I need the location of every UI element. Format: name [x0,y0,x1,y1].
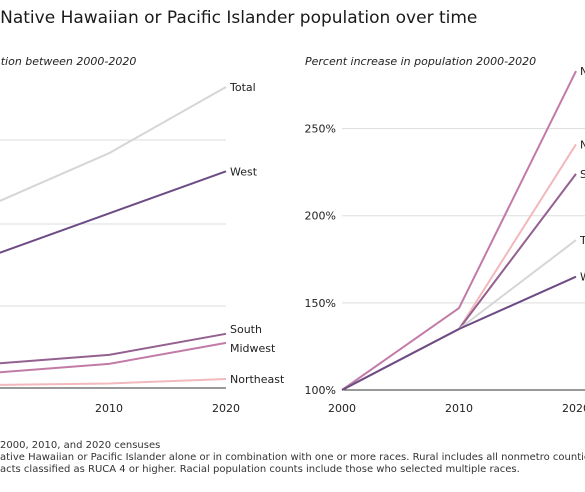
footnote: 2000, 2010, and 2020 censuses ative Hawa… [0,440,585,476]
chart-2-series-line-total [341,239,577,391]
chart-1-title: ation between 2000-2020 [0,55,136,68]
chart-1-series-line-midwest [0,341,227,374]
chart-2-xtick-label: 2010 [445,402,473,415]
chart-2-ytick-label: 250% [305,123,336,136]
chart-1-series-line-total [0,86,227,202]
chart-1-series-line-northeast [0,378,227,386]
chart-2-series-label-south: S [580,168,585,181]
chart-1-series-label-northeast: Northeast [230,373,285,386]
chart-2-series-line-south [341,173,577,391]
chart-2-xtick-label: 2020 [562,402,585,415]
chart-2-ytick-label: 150% [305,297,336,310]
chart-2-ytick-label: 100% [305,384,336,397]
chart-1-series-label-midwest: Midwest [230,342,276,355]
chart-1-series-line-west [0,170,227,254]
chart-2-series-line-west [341,275,577,391]
chart-2-xtick-label: 2000 [328,402,356,415]
chart-2-title: Percent increase in population 2000-2020 [305,55,536,68]
chart-1-xtick-label: 2010 [95,402,123,415]
chart-2-series-label-midwest: N [580,65,585,78]
page-title: l Native Hawaiian or Pacific Islander po… [0,8,478,28]
chart-1-xtick-label: 2020 [212,402,240,415]
chart-1-series-label-south: South [230,323,262,336]
chart-1-series-line-south [0,332,227,365]
footnote-note-line-2: acts classified as RUCA 4 or higher. Rac… [0,464,520,475]
chart-2-series-label-total: T [579,234,585,247]
chart-2-ytick-label: 200% [305,210,336,223]
chart-2-series-line-midwest [341,70,577,391]
footnote-source: 2000, 2010, and 2020 censuses [0,440,161,451]
chart-2-series-label-west: W [580,271,585,284]
footnote-note-line-1: ative Hawaiian or Pacific Islander alone… [0,452,585,463]
chart-1-series-label-total: Total [229,81,256,94]
chart-2-series-label-northeast: N [580,138,585,151]
charts: ation between 2000-2020020102020TotalWes… [0,55,585,415]
chart-1-series-label-west: West [230,165,258,178]
